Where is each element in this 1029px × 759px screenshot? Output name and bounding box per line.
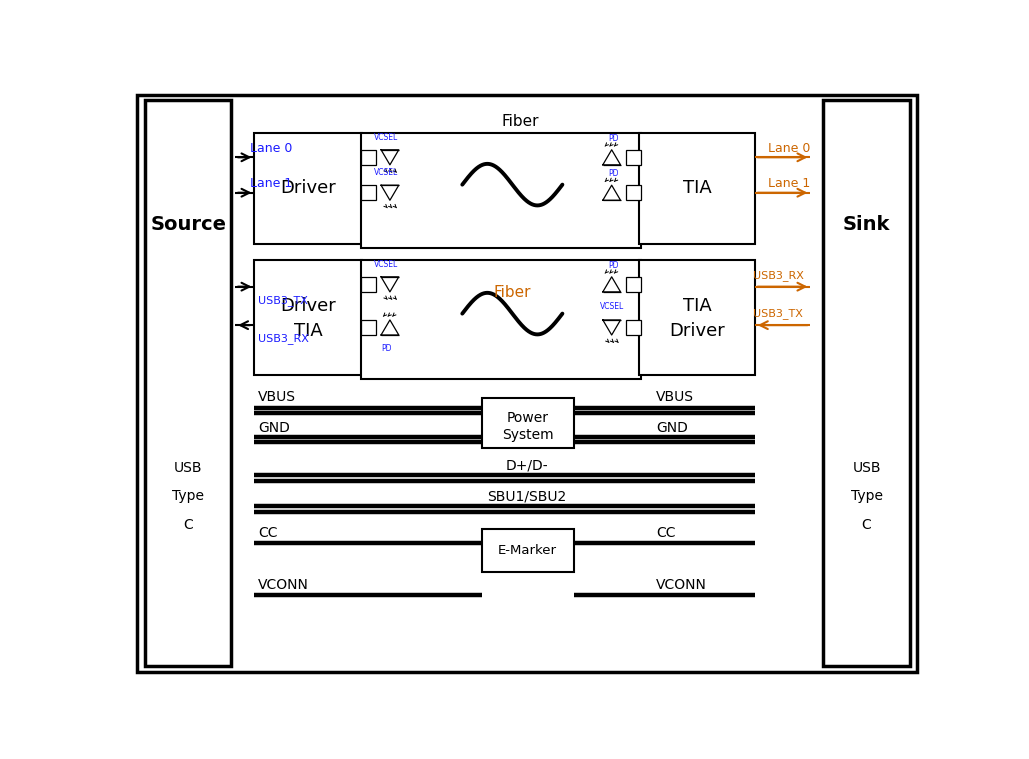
Text: USB3_RX: USB3_RX	[752, 269, 804, 281]
Text: CC: CC	[258, 526, 278, 540]
Bar	[639, 260, 755, 375]
Bar	[254, 133, 362, 244]
Text: VCSEL: VCSEL	[374, 133, 398, 142]
Text: TIA: TIA	[294, 323, 323, 340]
Text: TIA: TIA	[683, 179, 711, 197]
Text: CC: CC	[657, 526, 676, 540]
Bar	[360, 260, 641, 379]
Text: TIA: TIA	[683, 297, 711, 315]
Text: PD: PD	[609, 260, 619, 269]
Bar	[360, 276, 376, 292]
Text: GND: GND	[258, 420, 290, 435]
Bar	[639, 133, 755, 244]
Bar	[626, 150, 641, 165]
Text: Sink: Sink	[843, 216, 890, 235]
Bar	[145, 100, 232, 666]
Text: Driver: Driver	[281, 179, 336, 197]
Bar	[360, 185, 376, 200]
Text: Power: Power	[506, 411, 548, 424]
Bar	[254, 260, 362, 375]
Text: VCSEL: VCSEL	[600, 302, 624, 311]
Bar	[626, 276, 641, 292]
Text: USB: USB	[852, 461, 881, 475]
Text: C: C	[861, 518, 872, 532]
Text: USB3_TX: USB3_TX	[753, 308, 803, 319]
Bar	[360, 320, 376, 335]
Text: E-Marker: E-Marker	[498, 544, 558, 557]
Text: Lane 1: Lane 1	[250, 177, 292, 190]
Text: PD: PD	[609, 134, 619, 143]
Text: VCSEL: VCSEL	[374, 168, 398, 177]
Text: VCSEL: VCSEL	[374, 260, 398, 269]
Text: VCONN: VCONN	[258, 578, 309, 592]
Text: GND: GND	[657, 420, 688, 435]
Text: SBU1/SBU2: SBU1/SBU2	[488, 489, 567, 503]
Bar	[626, 185, 641, 200]
Text: Fiber: Fiber	[494, 285, 531, 301]
Text: VCONN: VCONN	[657, 578, 707, 592]
Bar	[626, 320, 641, 335]
Bar	[482, 398, 574, 449]
Text: USB3_TX: USB3_TX	[258, 295, 308, 306]
Bar	[360, 133, 641, 248]
Bar	[482, 529, 574, 572]
Text: Type: Type	[172, 490, 204, 503]
Bar	[823, 100, 910, 666]
Text: D+/D-: D+/D-	[505, 458, 548, 472]
Text: PD: PD	[381, 344, 391, 353]
Text: VBUS: VBUS	[258, 390, 296, 404]
Bar	[360, 150, 376, 165]
Text: C: C	[183, 518, 193, 532]
Text: Driver: Driver	[281, 297, 336, 315]
Text: Driver: Driver	[669, 323, 725, 340]
Text: Type: Type	[851, 490, 883, 503]
Text: System: System	[502, 427, 554, 442]
Text: USB3_RX: USB3_RX	[258, 333, 309, 345]
Text: PD: PD	[609, 169, 619, 178]
Text: VBUS: VBUS	[657, 390, 695, 404]
Text: USB: USB	[174, 461, 203, 475]
Text: Lane 0: Lane 0	[250, 142, 292, 155]
Text: Source: Source	[150, 216, 226, 235]
Text: Lane 1: Lane 1	[769, 177, 811, 190]
Text: Lane 0: Lane 0	[769, 142, 811, 155]
Text: Fiber: Fiber	[501, 114, 539, 128]
